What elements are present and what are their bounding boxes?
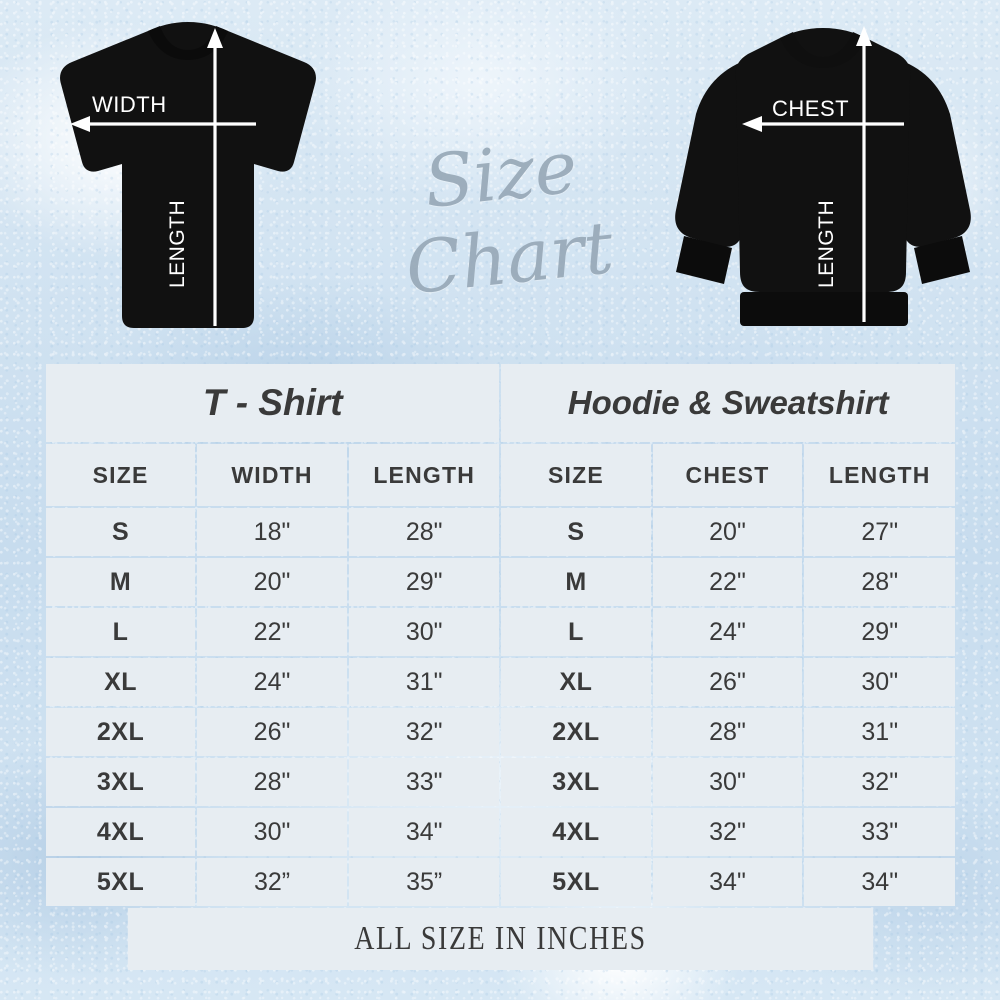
title-tshirt: T - Shirt bbox=[46, 364, 500, 442]
cell-left-length: 32" bbox=[348, 708, 500, 756]
sweatshirt-chest-label: CHEST bbox=[772, 96, 850, 121]
footer-all-size-in-inches: ALL SIZE IN INCHES bbox=[127, 908, 874, 970]
table-row: 2XL 26" 32" 2XL 28" 31" bbox=[46, 708, 955, 756]
cell-left-length: 28" bbox=[348, 508, 500, 556]
cell-right-length: 34" bbox=[804, 858, 955, 906]
cell-right-chest: 34" bbox=[652, 858, 803, 906]
cell-right-chest: 28" bbox=[652, 708, 803, 756]
cell-left-length: 29" bbox=[348, 558, 500, 606]
t-shirt-dimension-lines bbox=[70, 28, 256, 326]
table-row: M 20" 29" M 22" 28" bbox=[46, 558, 955, 606]
cell-left-length: 35” bbox=[348, 858, 500, 906]
header-right-size: SIZE bbox=[501, 444, 651, 506]
cell-right-chest: 24" bbox=[652, 608, 803, 656]
cell-right-size: 5XL bbox=[501, 858, 651, 906]
t-shirt-illustration: WIDTH LENGTH bbox=[38, 14, 338, 344]
cell-right-size: M bbox=[501, 558, 651, 606]
cell-left-size: 3XL bbox=[46, 758, 196, 806]
cell-right-size: 4XL bbox=[501, 808, 651, 856]
cell-left-length: 33" bbox=[348, 758, 500, 806]
size-chart-table: T - Shirt Hoodie & Sweatshirt SIZE WIDTH… bbox=[44, 362, 957, 972]
cell-left-width: 26" bbox=[197, 708, 347, 756]
sweatshirt-length-label: LENGTH bbox=[815, 199, 838, 288]
cell-right-chest: 20" bbox=[652, 508, 803, 556]
cell-right-chest: 22" bbox=[652, 558, 803, 606]
header-right-chest: CHEST bbox=[652, 444, 803, 506]
cell-left-width: 24" bbox=[197, 658, 347, 706]
cell-right-size: XL bbox=[501, 658, 651, 706]
cell-right-length: 28" bbox=[804, 558, 955, 606]
table-row: 4XL 30" 34" 4XL 32" 33" bbox=[46, 808, 955, 856]
cell-right-length: 33" bbox=[804, 808, 955, 856]
table-footer-row: ALL SIZE IN INCHES bbox=[46, 908, 955, 970]
table-header-row: SIZE WIDTH LENGTH SIZE CHEST LENGTH bbox=[46, 444, 955, 506]
cell-right-size: L bbox=[501, 608, 651, 656]
cell-left-width: 28" bbox=[197, 758, 347, 806]
cell-right-length: 27" bbox=[804, 508, 955, 556]
header-left-length: LENGTH bbox=[348, 444, 500, 506]
table-title-row: T - Shirt Hoodie & Sweatshirt bbox=[46, 364, 955, 442]
title-hoodie-sweatshirt: Hoodie & Sweatshirt bbox=[501, 364, 955, 442]
cell-left-width: 32” bbox=[197, 858, 347, 906]
table-row: 3XL 28" 33" 3XL 30" 32" bbox=[46, 758, 955, 806]
cell-left-size: S bbox=[46, 508, 196, 556]
t-shirt-width-label: WIDTH bbox=[92, 92, 167, 117]
header-right-length: LENGTH bbox=[804, 444, 955, 506]
cell-right-length: 29" bbox=[804, 608, 955, 656]
cell-left-width: 18" bbox=[197, 508, 347, 556]
cell-right-length: 31" bbox=[804, 708, 955, 756]
sweatshirt-dimension-lines bbox=[742, 26, 904, 322]
cell-left-size: 5XL bbox=[46, 858, 196, 906]
cell-left-size: XL bbox=[46, 658, 196, 706]
cell-left-size: M bbox=[46, 558, 196, 606]
cell-left-width: 20" bbox=[197, 558, 347, 606]
cell-right-length: 32" bbox=[804, 758, 955, 806]
cell-right-size: 3XL bbox=[501, 758, 651, 806]
cell-left-width: 22" bbox=[197, 608, 347, 656]
header-left-size: SIZE bbox=[46, 444, 196, 506]
cell-left-size: 2XL bbox=[46, 708, 196, 756]
cell-left-size: 4XL bbox=[46, 808, 196, 856]
cell-left-size: L bbox=[46, 608, 196, 656]
cell-left-length: 31" bbox=[348, 658, 500, 706]
cell-right-size: S bbox=[501, 508, 651, 556]
cell-left-length: 30" bbox=[348, 608, 500, 656]
table-row: S 18" 28" S 20" 27" bbox=[46, 508, 955, 556]
cell-right-length: 30" bbox=[804, 658, 955, 706]
table-row: L 22" 30" L 24" 29" bbox=[46, 608, 955, 656]
table-row: XL 24" 31" XL 26" 30" bbox=[46, 658, 955, 706]
cell-left-width: 30" bbox=[197, 808, 347, 856]
cell-right-chest: 30" bbox=[652, 758, 803, 806]
cell-right-chest: 26" bbox=[652, 658, 803, 706]
header-left-width: WIDTH bbox=[197, 444, 347, 506]
cell-right-size: 2XL bbox=[501, 708, 651, 756]
sweatshirt-illustration: CHEST LENGTH bbox=[668, 14, 978, 344]
t-shirt-length-label: LENGTH bbox=[166, 199, 189, 288]
cell-right-chest: 32" bbox=[652, 808, 803, 856]
cell-left-length: 34" bbox=[348, 808, 500, 856]
table-row: 5XL 32” 35” 5XL 34" 34" bbox=[46, 858, 955, 906]
